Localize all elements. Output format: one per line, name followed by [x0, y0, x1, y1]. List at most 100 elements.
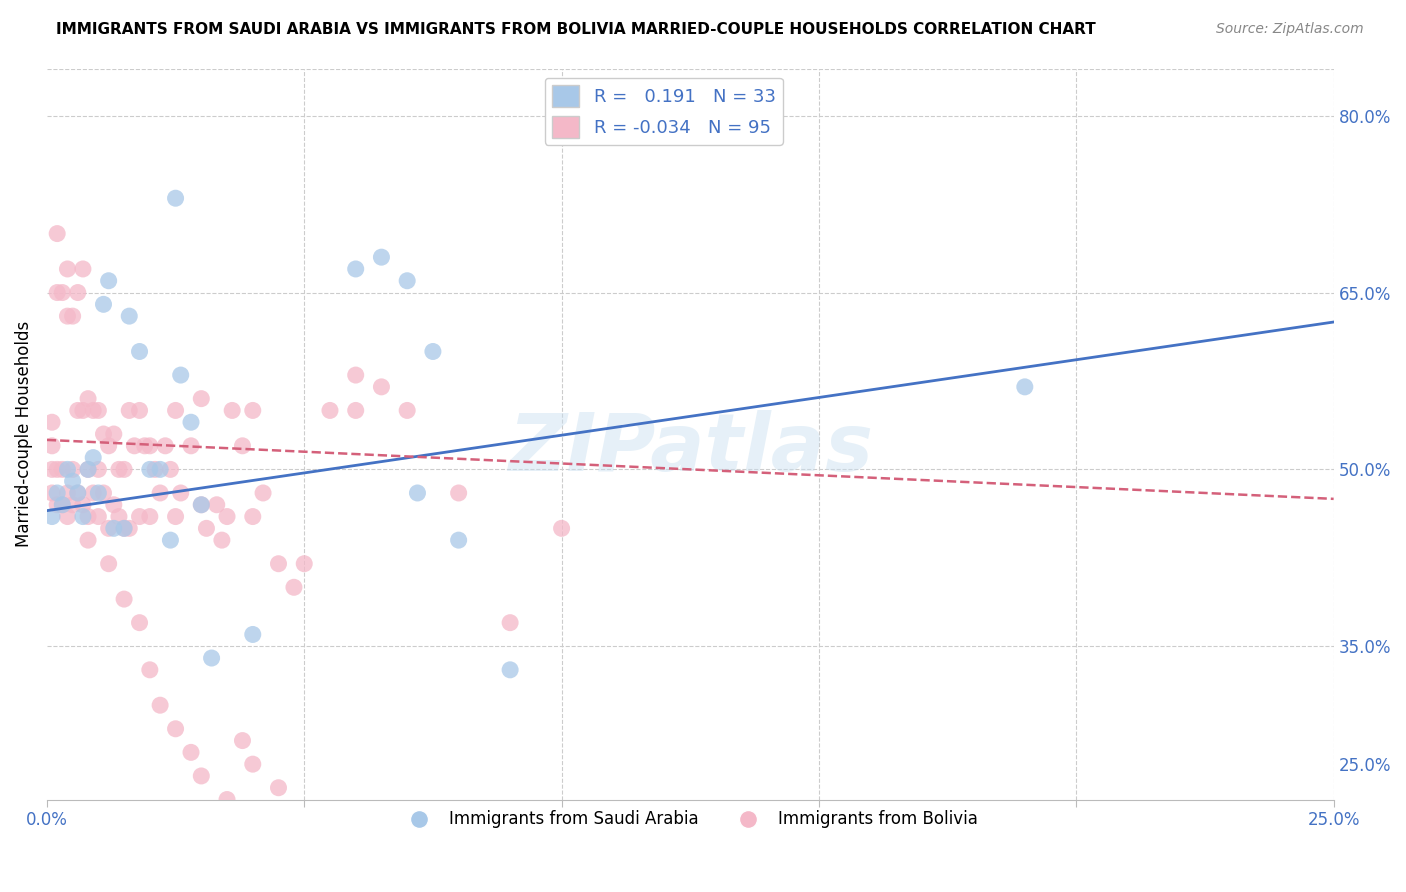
Point — [165, 722, 187, 736]
Point — [499, 615, 522, 630]
Point — [66, 285, 89, 300]
Text: IMMIGRANTS FROM SAUDI ARABIA VS IMMIGRANTS FROM BOLIVIA MARRIED-COUPLE HOUSEHOLD: IMMIGRANTS FROM SAUDI ARABIA VS IMMIGRAN… — [56, 22, 1097, 37]
Point — [51, 285, 73, 300]
Point — [41, 486, 63, 500]
Point — [62, 474, 84, 488]
Point — [112, 592, 135, 607]
Point — [56, 486, 79, 500]
Point — [242, 757, 264, 772]
Point — [149, 486, 172, 500]
Point — [41, 415, 63, 429]
Point — [103, 427, 125, 442]
Point — [87, 486, 110, 500]
Point — [267, 557, 290, 571]
Point — [56, 509, 79, 524]
Point — [128, 615, 150, 630]
Point — [292, 805, 315, 819]
Point — [46, 285, 69, 300]
Point — [180, 439, 202, 453]
Point — [143, 462, 166, 476]
Point — [159, 533, 181, 548]
Point — [51, 498, 73, 512]
Point — [370, 250, 392, 264]
Point — [82, 403, 104, 417]
Point — [87, 462, 110, 476]
Point — [56, 462, 79, 476]
Point — [447, 533, 470, 548]
Point — [41, 462, 63, 476]
Point — [190, 498, 212, 512]
Point — [149, 698, 172, 713]
Point — [139, 439, 162, 453]
Point — [62, 309, 84, 323]
Point — [231, 439, 253, 453]
Point — [396, 274, 419, 288]
Point — [93, 486, 115, 500]
Point — [128, 403, 150, 417]
Point — [62, 462, 84, 476]
Point — [242, 509, 264, 524]
Point — [211, 533, 233, 548]
Point — [77, 462, 100, 476]
Point — [344, 368, 367, 382]
Point — [62, 498, 84, 512]
Point — [139, 509, 162, 524]
Point — [51, 462, 73, 476]
Point — [231, 733, 253, 747]
Point — [97, 439, 120, 453]
Text: Source: ZipAtlas.com: Source: ZipAtlas.com — [1216, 22, 1364, 37]
Point — [51, 498, 73, 512]
Point — [93, 297, 115, 311]
Point — [180, 415, 202, 429]
Point — [124, 439, 146, 453]
Point — [134, 439, 156, 453]
Point — [190, 498, 212, 512]
Point — [170, 486, 193, 500]
Point — [128, 344, 150, 359]
Point — [1014, 380, 1036, 394]
Point — [205, 498, 228, 512]
Point — [66, 403, 89, 417]
Point — [66, 486, 89, 500]
Point — [221, 403, 243, 417]
Point — [550, 521, 572, 535]
Point — [46, 227, 69, 241]
Point — [56, 262, 79, 277]
Point — [108, 462, 131, 476]
Point — [72, 498, 94, 512]
Legend: Immigrants from Saudi Arabia, Immigrants from Bolivia: Immigrants from Saudi Arabia, Immigrants… — [395, 804, 986, 835]
Point — [370, 380, 392, 394]
Point — [46, 498, 69, 512]
Point — [165, 191, 187, 205]
Point — [46, 486, 69, 500]
Point — [292, 557, 315, 571]
Point — [447, 486, 470, 500]
Point — [252, 486, 274, 500]
Point — [319, 816, 342, 830]
Point — [180, 745, 202, 759]
Point — [103, 498, 125, 512]
Point — [190, 392, 212, 406]
Point — [72, 262, 94, 277]
Point — [82, 486, 104, 500]
Point — [139, 462, 162, 476]
Point — [72, 509, 94, 524]
Point — [406, 486, 429, 500]
Point — [422, 344, 444, 359]
Point — [149, 462, 172, 476]
Point — [112, 521, 135, 535]
Text: ZIPatlas: ZIPatlas — [508, 409, 873, 488]
Point — [344, 262, 367, 277]
Point — [77, 392, 100, 406]
Y-axis label: Married-couple Households: Married-couple Households — [15, 321, 32, 547]
Point — [46, 462, 69, 476]
Point — [267, 780, 290, 795]
Point — [41, 509, 63, 524]
Point — [215, 792, 238, 806]
Point — [215, 509, 238, 524]
Point — [242, 627, 264, 641]
Point — [283, 580, 305, 594]
Point — [77, 462, 100, 476]
Point — [118, 521, 141, 535]
Point — [103, 521, 125, 535]
